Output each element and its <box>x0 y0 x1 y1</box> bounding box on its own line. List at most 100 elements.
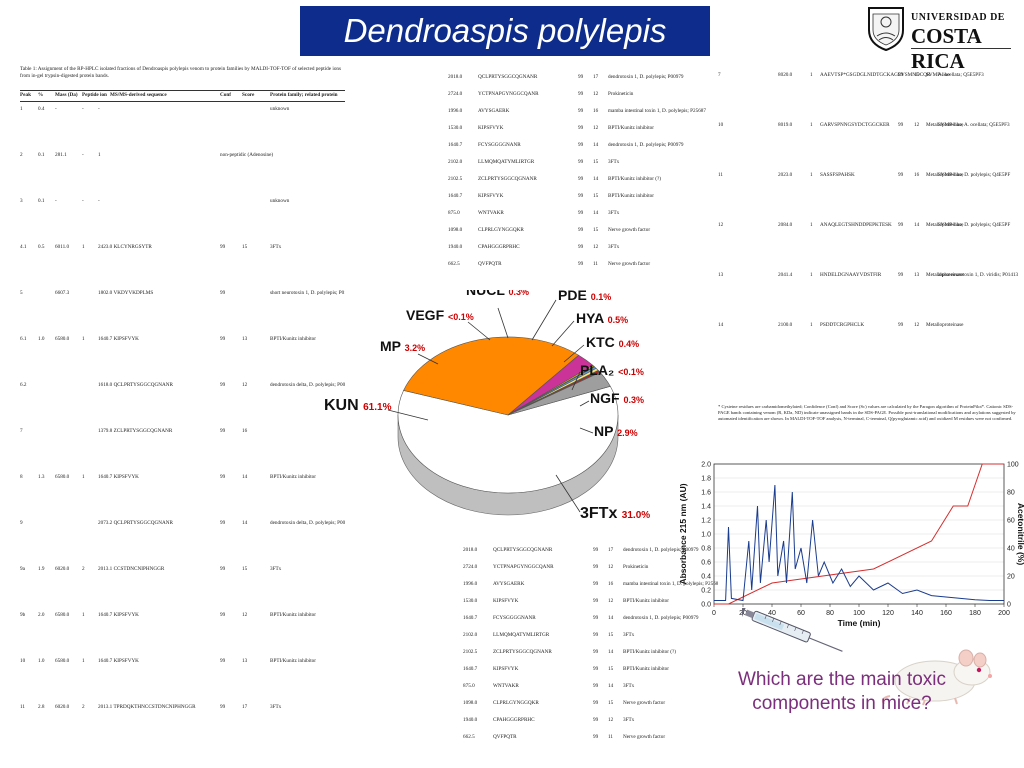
left-table-cell: 99 <box>220 658 226 664</box>
right-table-cell: A. ocellata; Q5E5PF3 <box>938 72 984 78</box>
middle-bottom-table-cell: 12 <box>608 598 614 604</box>
left-table-row: 6.2 1618.0 QCLPRTYSGGCQGNANR 99 12 dendrotox… <box>20 382 345 389</box>
table-header-cell: Mass (Da) <box>55 92 78 98</box>
left-table-cell: - <box>82 198 84 204</box>
middle-table-cell: 99 <box>578 91 584 97</box>
middle-table-cell: 3FTx <box>608 159 620 165</box>
right-table-cell: Metalloproteinase <box>926 172 964 178</box>
chrom-xtick-label: 100 <box>853 610 865 617</box>
left-table-cell: 5 <box>20 290 23 296</box>
middle-bottom-table-cell: 99 <box>593 717 599 723</box>
left-table-cell: 2013.1 TPRDQKTHNCCSTDNCNIPHNGGR <box>98 704 196 710</box>
middle-bottom-table-cell: LLMQMQATYMLIRTGR <box>493 632 550 638</box>
middle-bottom-table-cell: 14 <box>608 649 614 655</box>
middle-table-cell: 2018.0 <box>448 74 463 80</box>
left-table-cell: 1.3 <box>38 474 45 480</box>
left-table-row: 3 0.1 - - - unknown <box>20 198 345 205</box>
left-table-cell: 4.1 <box>20 244 27 250</box>
middle-bottom-table-cell: BPTI/Kunitz inhibitor <box>623 666 669 672</box>
middle-table-cell: 15 <box>593 193 599 199</box>
left-table-cell: BPTI/Kunitz inhibitor <box>270 336 316 342</box>
right-table-cell: 99 <box>898 272 904 278</box>
table-middle-bottom: 2018.0 QCLPRTYSGGCQGNANR 99 17 dendrotoxin 1… <box>368 545 718 765</box>
middle-table-cell: 3FTx <box>608 244 620 250</box>
right-table-cell: 12 <box>718 222 724 228</box>
chrom-ytick-label: 0.0 <box>701 602 711 609</box>
middle-table-cell: AVYSGAERK <box>478 108 510 114</box>
pie-label-vegf: VEGF <0.1% <box>406 307 474 323</box>
middle-bottom-table-cell: KIPSFVYK <box>493 666 519 672</box>
left-table-cell: 6011.0 <box>55 244 70 250</box>
table-header-cell: % <box>38 92 44 98</box>
chrom-ytick-label: 0.4 <box>701 574 711 581</box>
middle-table-cell: 1530.0 <box>448 125 463 131</box>
left-table-cell: 6020.0 <box>55 566 70 572</box>
pie-leader-line <box>551 320 575 347</box>
chrom-ytick-right-label: 100 <box>1007 462 1019 469</box>
middle-table-cell: dendrotoxin 1, D. polylepis; P00979 <box>608 142 684 148</box>
left-table-cell: 1 <box>82 336 85 342</box>
middle-bottom-table-row: 1530.0 KIPSFVYK 99 12 BPTI/Kunitz inhibitor <box>368 598 718 605</box>
table-header-cell: Peptide ion <box>82 92 107 98</box>
middle-table-cell: BPTI/Kunitz inhibitor (?) <box>608 176 662 182</box>
left-table-cell: 9 <box>20 520 23 526</box>
middle-bottom-table-row: 662.5 QVFPQTR 99 11 Nerve growth factor <box>368 734 718 741</box>
title-text: Dendroaspis polylepis <box>343 12 667 49</box>
right-table-cell: 99 <box>898 222 904 228</box>
middle-table-cell: 99 <box>578 261 584 267</box>
left-table-cell: 1379.8 ZCLPRTYSGGCQGNANR <box>98 428 173 434</box>
middle-bottom-table-cell: 99 <box>593 581 599 587</box>
question-line-2: components in mice? <box>752 693 932 714</box>
left-table-cell: 281.1 <box>55 152 67 158</box>
right-table-cell: Metalloproteinase <box>926 122 964 128</box>
middle-bottom-table-cell: 16 <box>608 581 614 587</box>
middle-table-cell: 2724.0 <box>448 91 463 97</box>
left-table-cell: - <box>82 152 84 158</box>
left-table-cell: 10 <box>20 658 26 664</box>
middle-bottom-table-cell: 12 <box>608 717 614 723</box>
left-table-cell: 2 <box>82 566 85 572</box>
question-line-1: Which are the main toxic <box>737 669 947 690</box>
left-table-row: 9b 2.0 6580.0 1 1640.7 KIPSFVYK 99 12 BPTI/Kuni… <box>20 612 345 619</box>
table-header-cell: Score <box>242 92 255 98</box>
right-table-cell: 10 <box>718 122 724 128</box>
middle-bottom-table-cell: 3FTx <box>623 717 635 723</box>
chrom-ytick-label: 1.4 <box>701 504 711 511</box>
left-table-cell: 2 <box>20 152 23 158</box>
middle-table-cell: 14 <box>593 142 599 148</box>
middle-bottom-table-cell: 99 <box>593 632 599 638</box>
middle-table-cell: Nerve growth factor <box>608 261 651 267</box>
table-header-cell: Conf <box>220 92 231 98</box>
left-table-cell: 1 <box>20 106 23 112</box>
chrom-ytick-label: 1.2 <box>701 518 711 525</box>
middle-bottom-table-cell: 99 <box>593 598 599 604</box>
left-table-cell: 1640.7 KIPSFVYK <box>98 336 139 342</box>
middle-table-row: 875.0 WNTVAKR 99 14 3FTx <box>368 210 708 217</box>
left-table-cell: dendrotoxin delta, D. polylepis; P00982 <box>270 382 345 388</box>
chrom-xtick-label: 80 <box>826 610 834 617</box>
table-header-row: Peak% Mass (Da) Peptide ion MS/MS-derived s… <box>20 92 345 99</box>
left-table-cell: 12 <box>242 612 248 618</box>
left-table-row: 7 1379.8 ZCLPRTYSGGCQGNANR 99 16 <box>20 428 345 435</box>
left-table-cell: 0.1 <box>38 198 45 204</box>
document-page-middle-top: 2018.0 QCLPRTYSGGCQGNANR 99 17 dendrotoxin 1… <box>368 72 708 292</box>
middle-bottom-table-cell: 3FTx <box>623 632 635 638</box>
middle-bottom-table-row: 2102.0 LLMQMQATYMLIRTGR 99 15 3FTx <box>368 632 718 639</box>
right-table-cell: Metalloproteinase <box>926 222 964 228</box>
left-table-cell: BPTI/Kunitz inhibitor <box>270 658 316 664</box>
table-left: Peak% Mass (Da) Peptide ion MS/MS-derived s… <box>20 90 345 762</box>
table-header-cell: Protein family; related protein <box>270 92 338 98</box>
middle-table-cell: 14 <box>593 210 599 216</box>
document-page-right: 7 8020.0 1 AAEVTSP*GSGDGLNIDTGCKAGEVSMNDCQR… <box>718 70 1018 455</box>
middle-bottom-table-cell: CLPRLGYNGGQKR <box>493 700 539 706</box>
left-table-cell: unknown <box>270 198 290 204</box>
right-table-cell: SVMP-like, D. polylepis; Q4E5PF <box>938 172 1011 178</box>
right-table-cell: 1 <box>810 322 813 328</box>
right-table-cell: 13 <box>718 272 724 278</box>
middle-table-cell: 14 <box>593 176 599 182</box>
middle-table-cell: 1098.0 <box>448 227 463 233</box>
left-table-cell: 99 <box>220 382 226 388</box>
middle-table-cell: dendrotoxin 1, D. polylepis; P00979 <box>608 74 684 80</box>
middle-table-cell: CLPRLGYNGGQKR <box>478 227 524 233</box>
middle-table-cell: 99 <box>578 159 584 165</box>
